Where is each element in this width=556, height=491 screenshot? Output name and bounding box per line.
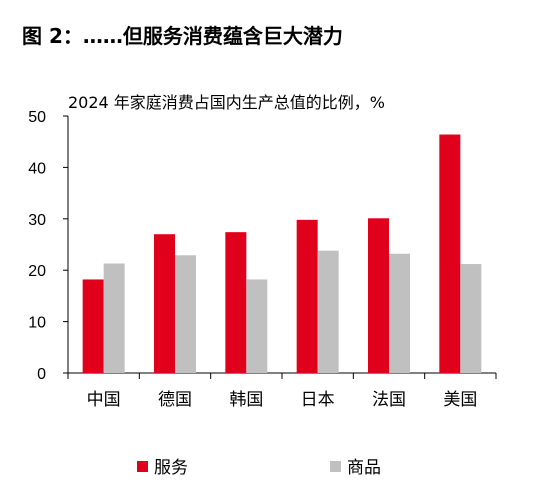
bar-services-3 <box>296 219 318 373</box>
legend-swatch <box>330 461 341 472</box>
bar-goods-5 <box>460 264 482 373</box>
x-category-label: 中国 <box>87 390 121 410</box>
bar-goods-2 <box>246 279 268 373</box>
x-category-label: 日本 <box>301 390 335 410</box>
y-tick-label: 50 <box>28 109 46 126</box>
bar-services-5 <box>439 134 461 373</box>
legend-label: 服务 <box>154 458 188 478</box>
bar-goods-4 <box>389 253 410 373</box>
y-tick-label: 0 <box>37 366 46 383</box>
bar-services-4 <box>368 218 389 373</box>
x-axis: 中国 德国 韩国 日本 法国 美国 <box>67 372 497 410</box>
x-category-label: 韩国 <box>229 390 263 410</box>
legend: 服务 商品 <box>137 458 381 478</box>
chart-subtitle: 2024 年家庭消费占国内生产总值的比例，% <box>68 93 385 112</box>
x-category-label: 美国 <box>443 390 477 410</box>
legend-label: 商品 <box>347 458 381 478</box>
bar-goods-0 <box>103 263 125 373</box>
y-tick-label: 20 <box>28 263 46 280</box>
bar-services-1 <box>154 234 175 373</box>
legend-swatch <box>137 461 148 472</box>
bar-goods-3 <box>317 250 339 373</box>
figure-title: 图 2：……但服务消费蕴含巨大潜力 <box>22 24 343 48</box>
y-tick-label: 30 <box>28 212 46 229</box>
x-category-label: 法国 <box>372 390 406 410</box>
bar-services-0 <box>82 279 104 373</box>
bar-services-2 <box>225 232 247 373</box>
bars-group <box>82 134 482 373</box>
y-tick-label: 10 <box>28 315 46 332</box>
y-axis: 0 10 20 30 40 50 <box>28 109 69 383</box>
bar-goods-1 <box>175 255 196 373</box>
y-tick-label: 40 <box>28 160 46 177</box>
x-category-label: 德国 <box>158 390 192 410</box>
